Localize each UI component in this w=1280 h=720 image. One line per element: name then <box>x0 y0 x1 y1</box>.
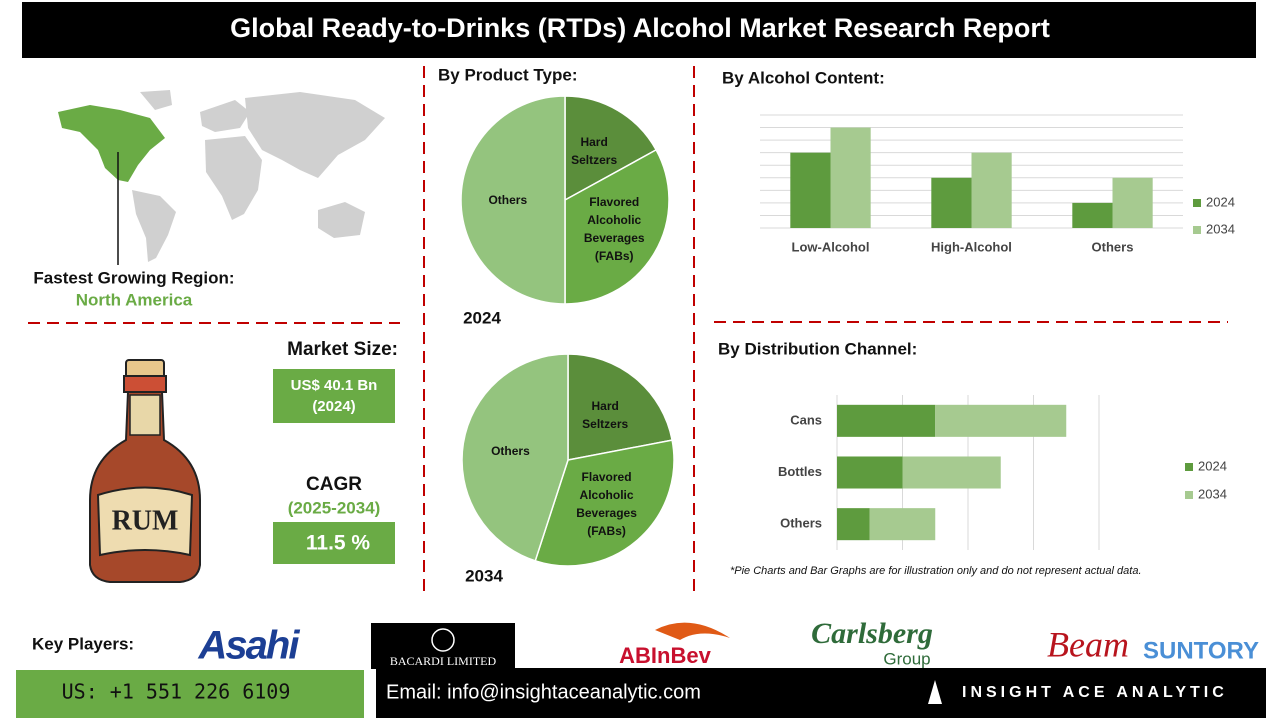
bar <box>790 152 831 228</box>
svg-text:RUM: RUM <box>112 505 179 536</box>
south-america <box>132 190 176 262</box>
australia <box>318 202 365 238</box>
greenland <box>140 90 172 110</box>
bar <box>1112 177 1153 228</box>
pie-label: Hard Seltzers <box>582 399 629 432</box>
contact-bar <box>376 668 1266 718</box>
logo-suntory: SUNTORY <box>1143 637 1259 664</box>
bar-segment <box>869 508 936 541</box>
y-tick-label: Others <box>780 516 822 531</box>
bar-segment <box>837 456 903 489</box>
cagr-period: (2025-2034) <box>288 498 381 517</box>
legend-label: 2024 <box>1198 458 1227 473</box>
legend-swatch <box>1193 199 1201 207</box>
logo-bacardi-bat <box>431 628 455 652</box>
chart-title: By Product Type: <box>438 65 577 84</box>
logo-bacardi: BACARDI LIMITED <box>390 654 497 668</box>
region-label: Fastest Growing Region: <box>33 268 234 287</box>
pie-label: Flavored Alcoholic Beverages (FABs) <box>583 195 645 264</box>
bar <box>1072 202 1113 228</box>
pie-slice <box>461 353 569 562</box>
pie-slice <box>564 95 658 202</box>
logo-carlsberg-group: Group <box>883 649 930 668</box>
bottle-illustration: RUM <box>89 359 201 583</box>
bar-segment <box>837 404 936 437</box>
x-tick-label: Low-Alcohol <box>792 239 870 254</box>
market-size-label: Market Size: <box>287 339 398 360</box>
legend-swatch <box>1185 463 1193 471</box>
legend-label: 2034 <box>1198 486 1227 501</box>
footnote: *Pie Charts and Bar Graphs are for illus… <box>730 565 1142 577</box>
brand: INSIGHT ACE ANALYTIC <box>962 684 1228 701</box>
logo-abinbev: ABInBev <box>619 643 711 668</box>
y-tick-label: Bottles <box>778 464 822 479</box>
pie-slice <box>460 95 566 305</box>
asia <box>245 92 385 178</box>
bar <box>830 127 871 228</box>
bar-segment <box>837 508 870 541</box>
header-bar <box>22 2 1256 58</box>
pie-slice <box>567 353 673 461</box>
chart-title: By Distribution Channel: <box>718 339 917 358</box>
separators <box>28 66 1228 592</box>
world-map <box>58 90 385 262</box>
pie-label: Others <box>491 443 530 458</box>
x-tick-label: High-Alcohol <box>931 239 1012 254</box>
market-size-box <box>273 369 395 423</box>
region-value: North America <box>76 290 193 309</box>
title: Global Ready-to-Drinks (RTDs) Alcohol Ma… <box>230 13 1050 43</box>
pie-slice <box>564 148 670 305</box>
legend-swatch <box>1185 491 1193 499</box>
logo-abinbev-bird <box>655 622 730 640</box>
cagr-box <box>273 522 395 564</box>
europe <box>200 100 250 132</box>
email: Email: info@insightaceanalytic.com <box>386 681 701 703</box>
cagr-label: CAGR <box>306 474 362 495</box>
x-tick-label: Others <box>1092 239 1134 254</box>
logo-carlsberg: Carlsberg <box>811 617 933 650</box>
key-players-label: Key Players: <box>32 634 134 653</box>
pie-label: Hard Seltzers <box>571 134 618 167</box>
market-size-year: (2024) <box>312 398 355 415</box>
pie-caption: 2034 <box>465 566 503 585</box>
y-tick-label: Cans <box>790 412 822 427</box>
chart-title: By Alcohol Content: <box>722 68 885 87</box>
legend-label: 2034 <box>1206 221 1235 236</box>
pie-label: Flavored Alcoholic Beverages (FABs) <box>576 469 637 538</box>
bar-segment <box>902 456 1001 489</box>
logo-bacardi-box <box>371 623 515 669</box>
logo-asahi: Asahi <box>198 624 301 668</box>
africa <box>205 136 262 220</box>
phone: US: +1 551 226 6109 <box>62 680 291 704</box>
legend-swatch <box>1193 226 1201 234</box>
legend-label: 2024 <box>1206 194 1235 209</box>
north-america <box>58 105 165 182</box>
bar-segment <box>935 404 1067 437</box>
logo-beam: Beam <box>1047 624 1129 664</box>
cagr-value: 11.5 % <box>306 532 371 555</box>
pie-label: Others <box>488 193 528 207</box>
pie-caption: 2024 <box>463 308 501 327</box>
phone-box <box>16 670 364 718</box>
bar <box>971 152 1012 228</box>
brand-icon <box>928 680 942 704</box>
bar <box>931 177 972 228</box>
market-size-value: US$ 40.1 Bn <box>291 377 378 394</box>
pie-slice <box>534 439 675 567</box>
